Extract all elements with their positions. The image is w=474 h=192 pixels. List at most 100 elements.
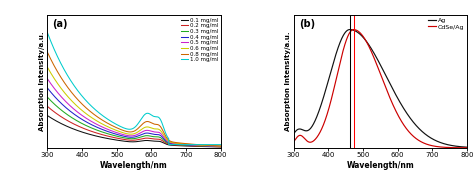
CdSe/Ag bbox=[351, 28, 356, 31]
0.3 mg/ml bbox=[218, 145, 224, 148]
Legend: 0.1 mg/ml, 0.2 mg/ml, 0.3 mg/ml, 0.4 mg/ml, 0.5 mg/ml, 0.6 mg/ml, 0.8 mg/ml, 1.0: 0.1 mg/ml, 0.2 mg/ml, 0.3 mg/ml, 0.4 mg/… bbox=[181, 17, 219, 63]
Ag bbox=[361, 37, 367, 39]
0.6 mg/ml bbox=[121, 132, 127, 134]
0.5 mg/ml bbox=[164, 139, 169, 142]
0.4 mg/ml bbox=[121, 135, 127, 137]
0.1 mg/ml bbox=[115, 139, 120, 141]
0.3 mg/ml bbox=[183, 144, 189, 146]
Line: Ag: Ag bbox=[293, 30, 467, 147]
1.0 mg/ml bbox=[164, 134, 169, 136]
0.2 mg/ml bbox=[164, 142, 169, 144]
Line: 0.4 mg/ml: 0.4 mg/ml bbox=[47, 88, 221, 146]
Y-axis label: Absorption Intensity/a.u.: Absorption Intensity/a.u. bbox=[38, 32, 45, 131]
Line: CdSe/Ag: CdSe/Ag bbox=[293, 30, 467, 148]
0.6 mg/ml bbox=[45, 66, 50, 68]
0.2 mg/ml bbox=[180, 144, 185, 146]
0.1 mg/ml bbox=[218, 146, 224, 148]
0.5 mg/ml bbox=[45, 78, 50, 80]
1.0 mg/ml bbox=[45, 31, 50, 34]
0.8 mg/ml bbox=[218, 145, 224, 147]
Ag bbox=[429, 137, 435, 140]
0.4 mg/ml bbox=[218, 145, 224, 148]
0.8 mg/ml bbox=[45, 51, 50, 53]
Line: 0.6 mg/ml: 0.6 mg/ml bbox=[47, 67, 221, 146]
1.0 mg/ml bbox=[183, 143, 189, 146]
0.3 mg/ml bbox=[45, 96, 50, 98]
Y-axis label: Absorption Intensity/a.u.: Absorption Intensity/a.u. bbox=[285, 32, 291, 131]
0.8 mg/ml bbox=[115, 127, 120, 129]
Line: 0.5 mg/ml: 0.5 mg/ml bbox=[47, 79, 221, 146]
1.0 mg/ml bbox=[121, 127, 127, 129]
0.2 mg/ml bbox=[121, 138, 127, 141]
1.0 mg/ml bbox=[115, 124, 120, 126]
0.5 mg/ml bbox=[62, 100, 68, 102]
Ag bbox=[309, 126, 314, 129]
0.4 mg/ml bbox=[45, 87, 50, 89]
0.8 mg/ml bbox=[164, 136, 169, 139]
0.5 mg/ml bbox=[218, 145, 224, 147]
CdSe/Ag bbox=[367, 48, 373, 50]
0.1 mg/ml bbox=[121, 140, 127, 142]
0.6 mg/ml bbox=[164, 138, 169, 140]
Ag bbox=[464, 146, 470, 148]
0.3 mg/ml bbox=[62, 112, 68, 114]
0.1 mg/ml bbox=[45, 114, 50, 117]
0.5 mg/ml bbox=[180, 143, 185, 145]
0.1 mg/ml bbox=[164, 143, 169, 145]
0.8 mg/ml bbox=[180, 142, 185, 144]
0.3 mg/ml bbox=[180, 144, 185, 146]
1.0 mg/ml bbox=[62, 70, 68, 72]
0.5 mg/ml bbox=[115, 132, 120, 134]
1.0 mg/ml bbox=[180, 143, 186, 146]
Text: (b): (b) bbox=[299, 19, 315, 29]
Line: 0.2 mg/ml: 0.2 mg/ml bbox=[47, 106, 221, 147]
X-axis label: Wavelength/nm: Wavelength/nm bbox=[100, 161, 168, 170]
0.4 mg/ml bbox=[62, 106, 68, 108]
0.4 mg/ml bbox=[115, 133, 120, 136]
CdSe/Ag bbox=[361, 36, 367, 39]
0.4 mg/ml bbox=[183, 144, 189, 146]
Legend: Ag, CdSe/Ag: Ag, CdSe/Ag bbox=[427, 17, 465, 30]
0.2 mg/ml bbox=[62, 118, 68, 120]
0.2 mg/ml bbox=[115, 137, 120, 139]
0.5 mg/ml bbox=[183, 143, 189, 146]
CdSe/Ag bbox=[291, 141, 296, 143]
Line: 0.1 mg/ml: 0.1 mg/ml bbox=[47, 116, 221, 147]
0.4 mg/ml bbox=[164, 140, 169, 142]
X-axis label: Wavelength/nm: Wavelength/nm bbox=[346, 161, 414, 170]
0.6 mg/ml bbox=[218, 145, 224, 147]
Ag bbox=[367, 46, 373, 48]
Line: 1.0 mg/ml: 1.0 mg/ml bbox=[47, 33, 221, 145]
Ag bbox=[347, 28, 353, 31]
0.3 mg/ml bbox=[115, 135, 120, 137]
0.3 mg/ml bbox=[164, 141, 169, 143]
0.6 mg/ml bbox=[180, 143, 185, 145]
CdSe/Ag bbox=[410, 135, 416, 137]
0.2 mg/ml bbox=[183, 144, 189, 147]
0.6 mg/ml bbox=[115, 130, 120, 132]
0.6 mg/ml bbox=[62, 92, 68, 94]
0.8 mg/ml bbox=[183, 142, 189, 145]
0.8 mg/ml bbox=[62, 83, 68, 85]
CdSe/Ag bbox=[309, 141, 314, 143]
Ag bbox=[291, 133, 296, 135]
0.3 mg/ml bbox=[121, 137, 127, 139]
Ag bbox=[410, 120, 416, 122]
CdSe/Ag bbox=[426, 144, 432, 146]
0.1 mg/ml bbox=[183, 145, 189, 147]
0.8 mg/ml bbox=[121, 129, 127, 132]
Line: 0.8 mg/ml: 0.8 mg/ml bbox=[47, 52, 221, 146]
0.1 mg/ml bbox=[62, 124, 68, 127]
0.5 mg/ml bbox=[121, 134, 127, 136]
1.0 mg/ml bbox=[166, 143, 172, 146]
Ag bbox=[426, 136, 432, 138]
0.2 mg/ml bbox=[218, 146, 224, 148]
1.0 mg/ml bbox=[218, 143, 224, 146]
0.6 mg/ml bbox=[183, 143, 189, 145]
CdSe/Ag bbox=[464, 147, 470, 149]
0.4 mg/ml bbox=[180, 143, 185, 146]
CdSe/Ag bbox=[429, 145, 435, 147]
Line: 0.3 mg/ml: 0.3 mg/ml bbox=[47, 97, 221, 146]
0.1 mg/ml bbox=[180, 145, 185, 147]
Text: (a): (a) bbox=[53, 19, 68, 29]
